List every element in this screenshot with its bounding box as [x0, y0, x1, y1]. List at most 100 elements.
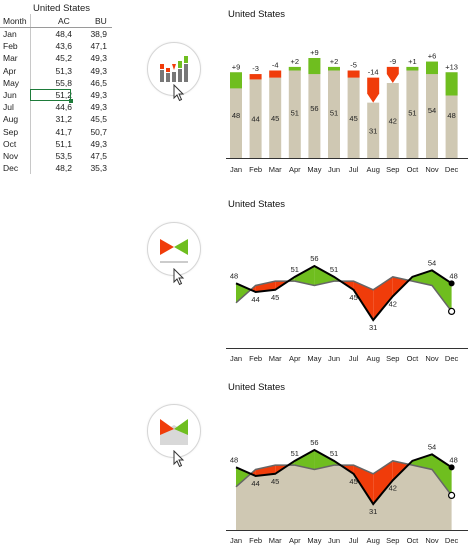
point-value-label: 45 [349, 293, 357, 302]
variance-negative-area [373, 276, 393, 321]
ac-line [235, 448, 453, 506]
variance-negative-area [353, 281, 374, 321]
variance-label: -5 [350, 61, 357, 70]
point-value-label: 54 [428, 442, 436, 451]
x-tick-label: Jun [328, 536, 340, 545]
header-bu: BU [95, 16, 107, 26]
x-tick-label: Oct [407, 165, 420, 174]
ac-end-marker [448, 464, 455, 471]
table-row[interactable]: Oct 51,1 49,3 [0, 139, 112, 151]
bu-line [235, 460, 453, 496]
cell-bu[interactable]: 49,3 [90, 102, 107, 113]
table-row[interactable]: Nov 53,5 47,5 [0, 151, 112, 163]
table-row[interactable]: Aug 31,2 45,5 [0, 114, 112, 126]
bar-value-label: 44 [251, 115, 259, 124]
cell-ac[interactable]: 48,2 [55, 163, 72, 174]
cell-month[interactable]: Dec [3, 163, 19, 174]
variance-negative-bar [249, 74, 262, 80]
point-value-label: 51 [291, 449, 299, 458]
variance-negative-arrow [367, 77, 380, 103]
variance-label: +2 [291, 57, 300, 66]
cell-ac[interactable]: 51,2 [55, 90, 72, 100]
cell-ac[interactable]: 41,7 [55, 126, 72, 137]
cell-bu[interactable]: 38,9 [90, 29, 107, 39]
variance-positive-bar [445, 72, 458, 96]
bar [230, 72, 242, 158]
cell-bu[interactable]: 49,3 [90, 90, 107, 100]
cell-bu[interactable]: 47,5 [90, 151, 107, 161]
cell-month[interactable]: Aug [3, 114, 19, 125]
variance-positive-area [314, 266, 334, 286]
variance-label: +13 [445, 62, 458, 71]
table-row[interactable]: Apr 51,3 49,3 [0, 66, 112, 78]
cell-ac[interactable]: 51,3 [55, 65, 72, 76]
x-tick-label: Apr [289, 536, 301, 545]
cell-bu[interactable]: 49,3 [90, 65, 107, 76]
cell-bu[interactable]: 49,3 [90, 53, 107, 64]
bar-value-label: 31 [369, 126, 377, 135]
table-row[interactable]: Sep 41,7 50,7 [0, 127, 112, 139]
point-value-label: 48 [449, 271, 457, 280]
fill-handle[interactable] [69, 99, 73, 103]
bar [426, 61, 438, 159]
cell-ac[interactable]: 43,6 [55, 41, 72, 52]
variance-negative-area [255, 465, 276, 476]
cell-bu[interactable]: 46,5 [90, 77, 107, 88]
variance-area-chart-icon[interactable] [147, 404, 201, 458]
table-row[interactable]: Mar 45,2 49,3 [0, 53, 112, 65]
ac-end-marker [448, 280, 455, 287]
bar-value-label: 56 [310, 104, 318, 113]
cell-ac[interactable]: 48,4 [55, 29, 72, 39]
variance-positive-bar [406, 66, 419, 71]
variance-positive-bar [230, 72, 242, 89]
table-row[interactable]: May 55,8 46,5 [0, 78, 112, 90]
variance-positive-bar [426, 61, 438, 75]
cell-month[interactable]: Nov [3, 151, 19, 161]
cell-bu[interactable]: 35,3 [90, 163, 107, 174]
variance-negative-bar [347, 70, 360, 78]
table-row[interactable]: Jun 51,2 49,3 [0, 90, 112, 102]
bar [288, 66, 301, 158]
table-row[interactable]: Jan 48,4 38,9 [0, 29, 112, 41]
ac-area [236, 450, 452, 530]
cell-month[interactable]: Mar [3, 53, 18, 64]
variance-label: +9 [232, 62, 241, 71]
cell-ac[interactable]: 44,6 [55, 102, 72, 113]
cell-month[interactable]: Jul [3, 102, 14, 113]
x-tick-label: Jun [328, 165, 340, 174]
cell-ac[interactable]: 51,1 [55, 138, 72, 149]
point-value-label: 48 [230, 455, 238, 464]
cell-month[interactable]: Feb [3, 41, 18, 52]
point-value-label: 31 [369, 507, 377, 516]
table-row[interactable]: Jul 44,6 49,3 [0, 102, 112, 114]
bar [367, 102, 380, 158]
cell-month[interactable]: Oct [3, 138, 17, 149]
cell-bu[interactable]: 47,1 [90, 41, 107, 52]
cell-month[interactable]: Jan [3, 29, 17, 39]
cell-ac[interactable]: 31,2 [55, 114, 72, 125]
point-value-label: 51 [330, 265, 338, 274]
header-ac: AC [58, 16, 70, 26]
cell-month[interactable]: May [3, 77, 20, 88]
table-row[interactable]: Dec 48,2 35,3 [0, 163, 112, 175]
variance-positive-bar [328, 66, 340, 71]
header-month: Month [3, 16, 27, 26]
mouse-cursor-icon [173, 450, 185, 468]
cell-bu[interactable]: 50,7 [90, 126, 107, 137]
bar-value-label: 45 [349, 114, 357, 123]
cell-month[interactable]: Sep [3, 126, 19, 137]
bar-value-label: 45 [271, 114, 279, 123]
cell-ac[interactable]: 45,2 [55, 53, 72, 64]
cell-ac[interactable]: 55,8 [55, 77, 72, 88]
variance-bar-chart-icon[interactable] [147, 42, 201, 96]
x-tick-label: Mar [269, 536, 282, 545]
cell-month[interactable]: Jun [3, 90, 17, 100]
cell-bu[interactable]: 45,5 [90, 114, 107, 125]
cell-month[interactable]: Apr [3, 65, 17, 76]
variance-label: +6 [428, 52, 437, 61]
table-row[interactable]: Feb 43,6 47,1 [0, 41, 112, 53]
cell-bu[interactable]: 49,3 [90, 138, 107, 149]
ac-line [235, 264, 453, 322]
cell-ac[interactable]: 53,5 [55, 151, 72, 161]
x-tick-label: Mar [269, 165, 282, 174]
